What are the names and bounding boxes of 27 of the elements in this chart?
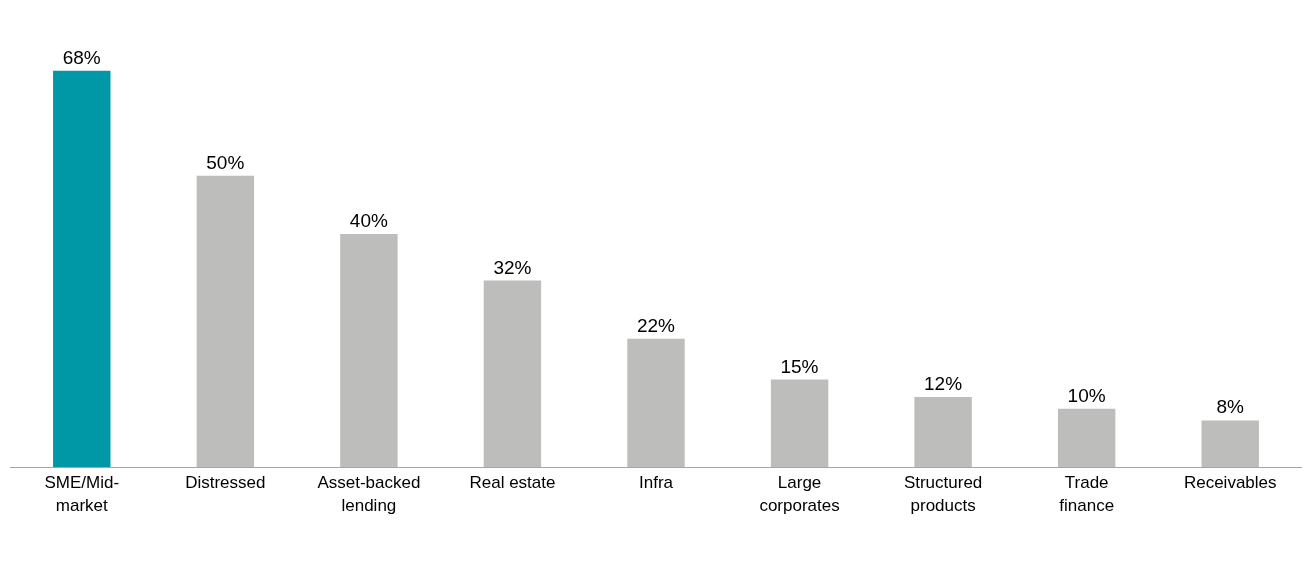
data-label: 50% (206, 151, 245, 173)
bar (770, 379, 829, 467)
data-label: 40% (349, 209, 388, 231)
bar (483, 280, 542, 467)
data-label: 32% (493, 256, 532, 278)
bar (1201, 420, 1259, 467)
x-tick-label: Structured products (903, 473, 983, 515)
data-label: 68% (62, 46, 101, 68)
x-tick-label: Receivables (1183, 473, 1277, 493)
bar (340, 233, 398, 467)
x-tick-label: Infra (638, 473, 674, 493)
data-label: 8% (1216, 396, 1244, 418)
x-tick-label: Asset-backed lending (317, 473, 421, 515)
data-label: 10% (1067, 384, 1106, 406)
bar (1057, 408, 1116, 467)
x-tick-label: SME/Mid- market (44, 473, 120, 515)
bar (53, 70, 111, 467)
data-label: 12% (924, 373, 963, 395)
data-label: 22% (636, 314, 676, 336)
x-tick-label: Distressed (185, 473, 266, 493)
x-tick-label: Large corporates (759, 473, 840, 515)
bar (914, 397, 972, 467)
data-label: 15% (780, 355, 819, 377)
bar (627, 338, 685, 467)
x-tick-label: Real estate (469, 473, 556, 493)
bar (196, 175, 255, 467)
x-tick-label: Trade finance (1059, 473, 1115, 515)
